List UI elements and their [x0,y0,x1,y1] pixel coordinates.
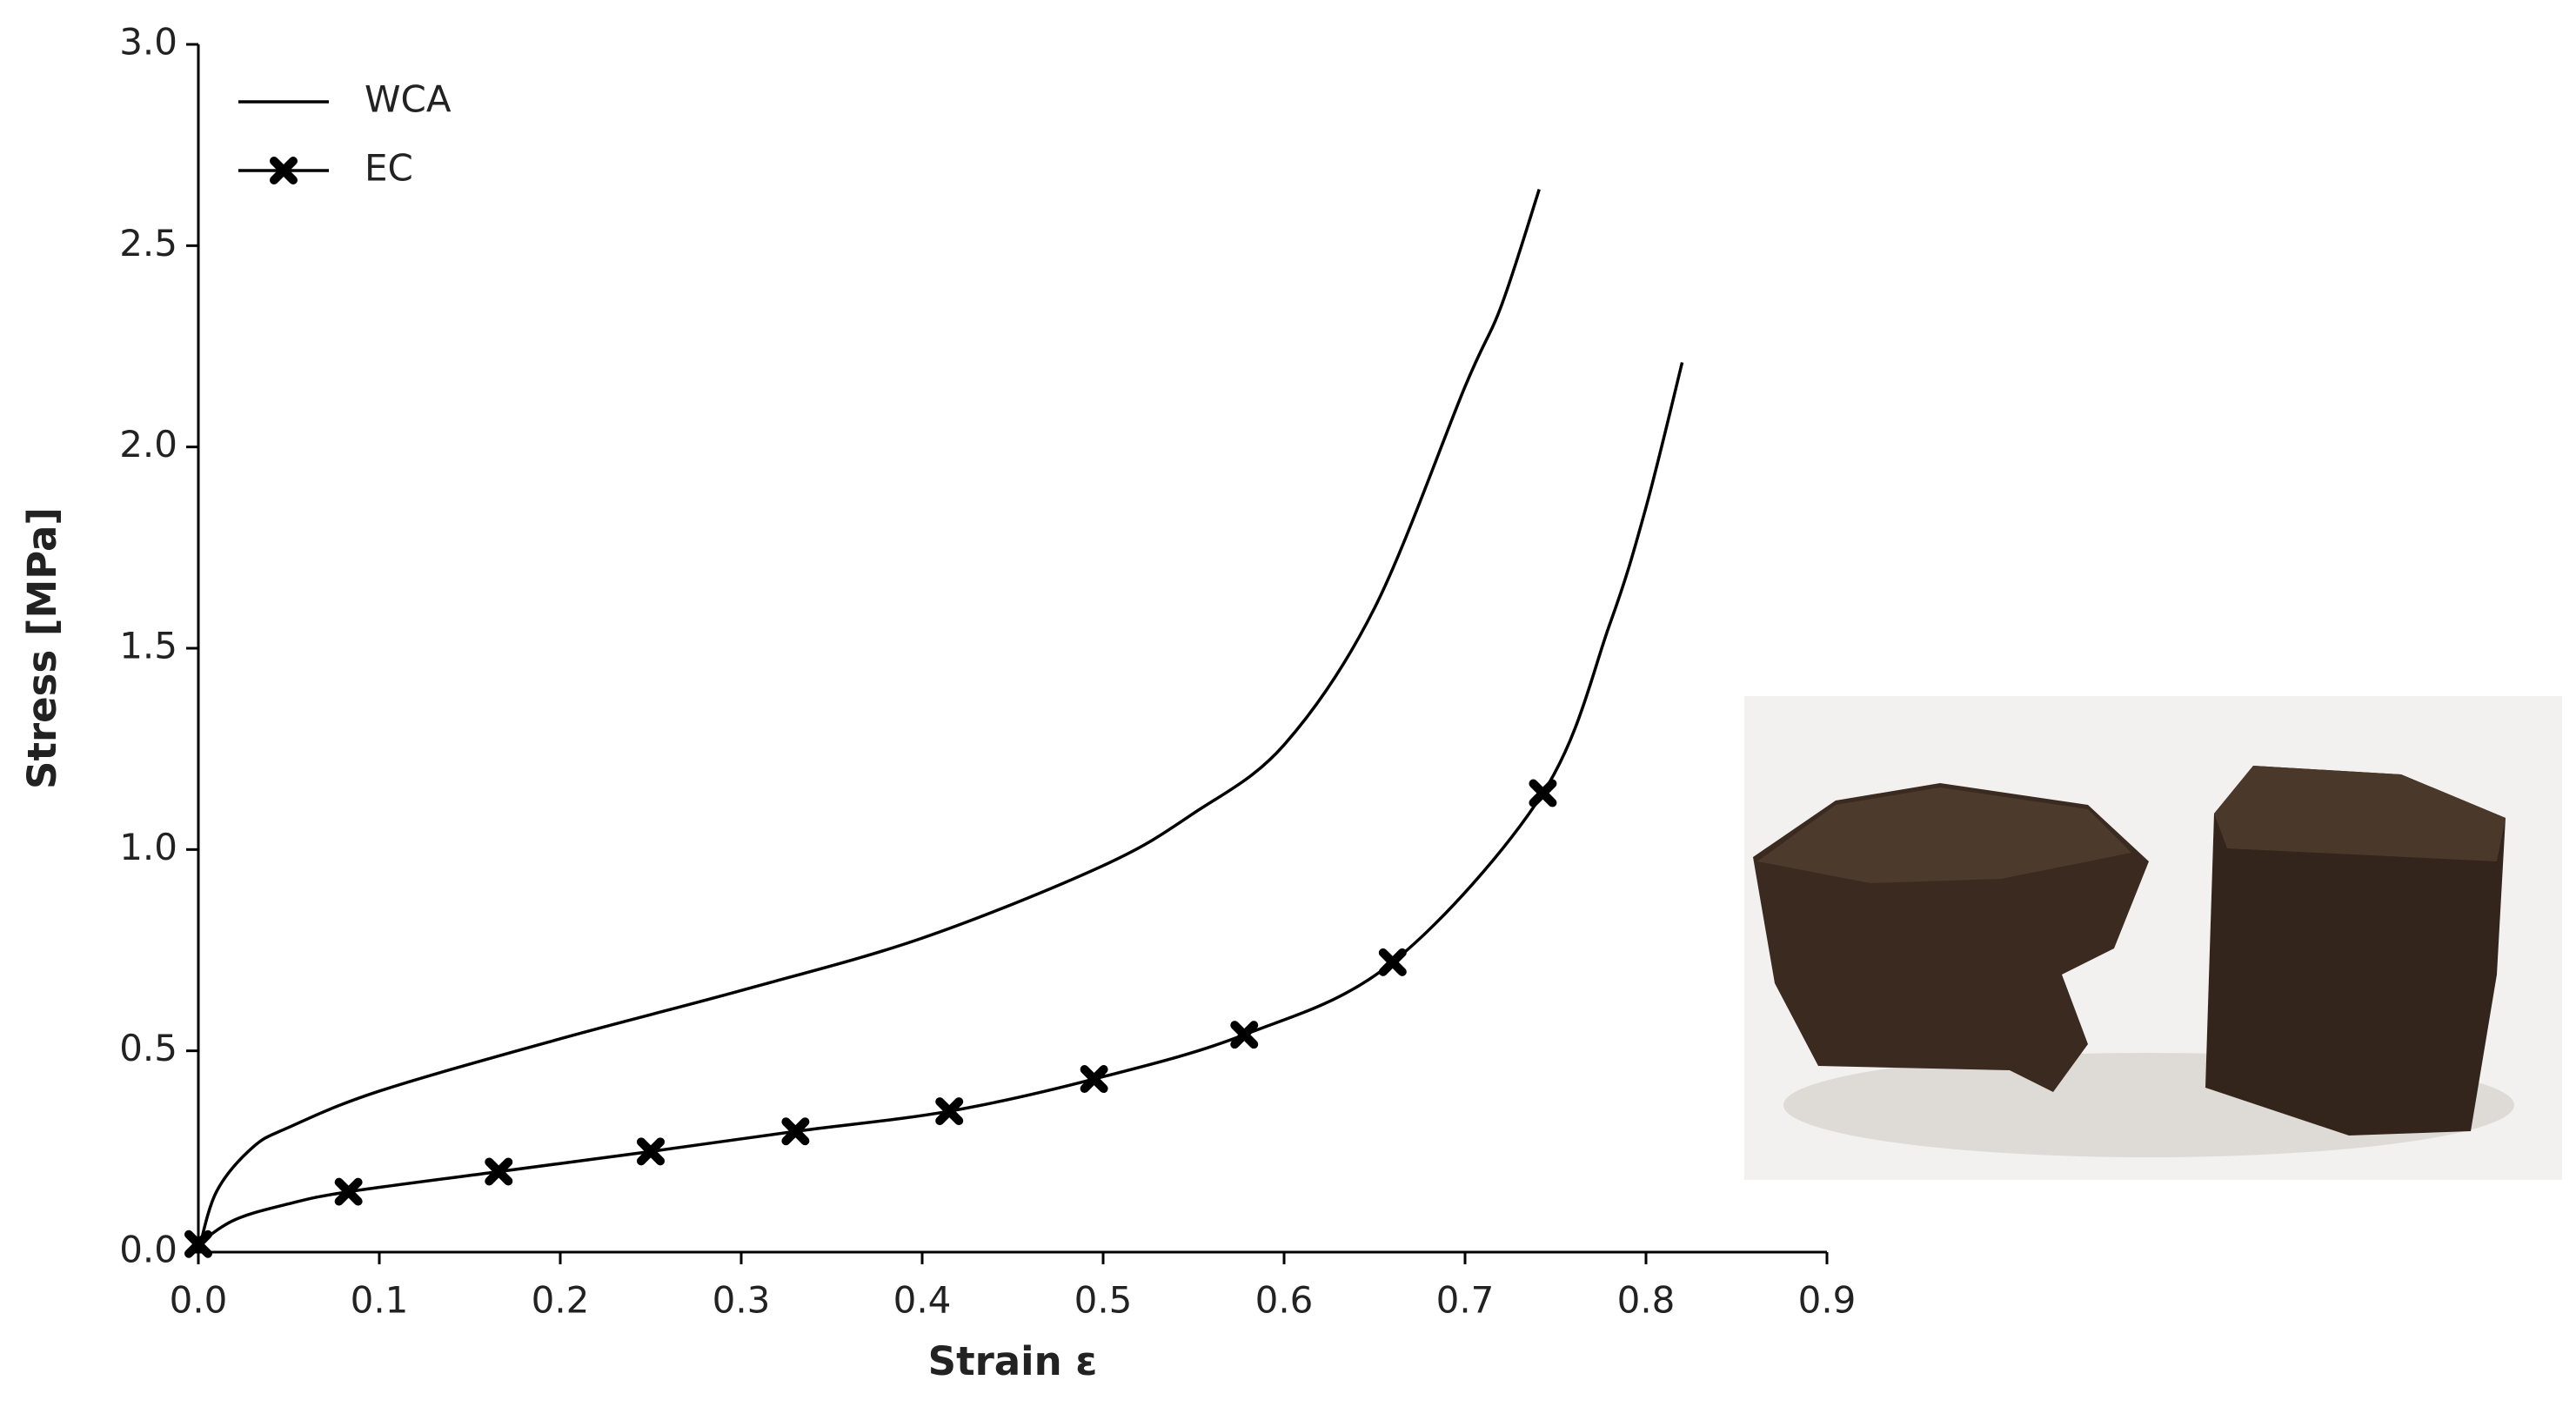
marker [184,1229,212,1258]
x-tick-label: 0.1 [351,1279,409,1322]
marker [1080,1065,1108,1094]
marker [334,1177,363,1206]
x-tick-label: 0.8 [1617,1279,1676,1322]
x-tick-label: 0.2 [532,1279,590,1322]
x-tick-label: 0.4 [893,1279,952,1322]
x-axis-title: Strain ε [928,1338,1098,1384]
y-tick-label: 3.0 [119,21,177,64]
y-tick-label: 2.0 [119,423,177,466]
legend-label: WCA [365,78,452,121]
y-tick-label: 0.5 [119,1027,177,1069]
marker [485,1157,513,1186]
x-tick-label: 0.7 [1436,1279,1495,1322]
x-tick-label: 0.6 [1255,1279,1314,1322]
cube-block-top [2214,766,2506,861]
x-tick-label: 0.9 [1798,1279,1857,1322]
marker [935,1097,964,1126]
marker [1378,948,1407,976]
series-line [197,189,1541,1253]
broken-block-top [1757,787,2131,883]
photo [1744,696,2562,1180]
plot-area: 0.0 0.1 0.2 0.3 0.4 0.5 0.6 0.7 0.8 0.9 0.0 0.5 1.0 1… [119,21,1856,1322]
x-tick-label: 0.3 [713,1279,771,1322]
legend-label: EC [365,147,413,190]
x-tick-label: 0.5 [1074,1279,1133,1322]
marker [1529,779,1557,807]
y-tick-label: 1.0 [119,826,177,868]
y-tick-label: 2.5 [119,222,177,265]
marker [781,1117,810,1146]
y-axis-title: Stress [MPa] [19,507,65,789]
marker [1230,1021,1259,1049]
x-tick-label: 0.0 [170,1279,228,1322]
series-line [197,362,1684,1246]
legend-marker [270,157,298,184]
y-tick-label: 0.0 [119,1229,177,1271]
y-tick-label: 1.5 [119,625,177,667]
marker [637,1137,665,1166]
